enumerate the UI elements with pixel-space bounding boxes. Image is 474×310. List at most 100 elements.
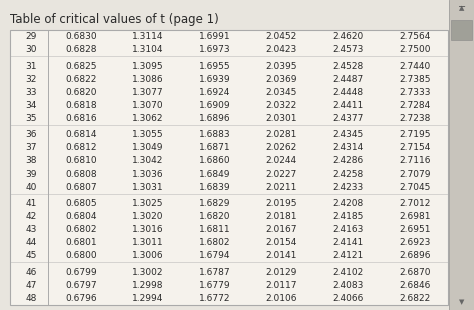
Text: 44: 44 [25, 238, 36, 247]
Text: 1.3006: 1.3006 [132, 251, 164, 260]
Text: 1.6802: 1.6802 [199, 238, 230, 247]
Text: 1.3042: 1.3042 [132, 157, 164, 166]
Text: 2.0301: 2.0301 [265, 114, 297, 123]
Text: 0.6810: 0.6810 [65, 157, 97, 166]
Text: 0.6830: 0.6830 [65, 32, 97, 41]
Text: 2.4487: 2.4487 [332, 75, 364, 84]
Text: 1.3114: 1.3114 [132, 32, 164, 41]
Text: 1.6924: 1.6924 [199, 88, 230, 97]
Text: 2.7333: 2.7333 [399, 88, 430, 97]
Text: 32: 32 [25, 75, 36, 84]
Text: 0.6808: 0.6808 [65, 170, 97, 179]
Text: 2.0452: 2.0452 [266, 32, 297, 41]
Text: 0.6818: 0.6818 [65, 101, 97, 110]
Text: 2.0167: 2.0167 [265, 225, 297, 234]
Text: 1.3086: 1.3086 [132, 75, 164, 84]
Text: 1.2998: 1.2998 [132, 281, 164, 290]
Text: 2.4286: 2.4286 [332, 157, 364, 166]
Text: 1.6939: 1.6939 [199, 75, 230, 84]
Text: 1.3062: 1.3062 [132, 114, 164, 123]
Text: 0.6820: 0.6820 [65, 88, 97, 97]
Text: 1.6883: 1.6883 [199, 131, 230, 140]
Bar [449, 0, 474, 310]
Text: 48: 48 [25, 294, 36, 303]
Text: 43: 43 [25, 225, 36, 234]
Text: 33: 33 [25, 88, 36, 97]
Text: 1.6955: 1.6955 [199, 62, 230, 71]
Text: 0.6797: 0.6797 [65, 281, 97, 290]
Text: 36: 36 [25, 131, 36, 140]
Text: 1.3049: 1.3049 [132, 144, 164, 153]
Text: 2.4163: 2.4163 [332, 225, 364, 234]
Text: 0.6812: 0.6812 [65, 144, 97, 153]
Text: 0.6816: 0.6816 [65, 114, 97, 123]
Text: 2.7564: 2.7564 [399, 32, 430, 41]
Text: 2.4141: 2.4141 [332, 238, 364, 247]
Text: 2.0244: 2.0244 [266, 157, 297, 166]
Text: 2.0262: 2.0262 [266, 144, 297, 153]
Text: 2.7238: 2.7238 [399, 114, 430, 123]
Text: 42: 42 [25, 212, 36, 221]
Text: 2.4233: 2.4233 [332, 183, 364, 192]
Text: 47: 47 [25, 281, 36, 290]
Text: 1.3020: 1.3020 [132, 212, 164, 221]
Text: 40: 40 [25, 183, 36, 192]
Text: 2.4083: 2.4083 [332, 281, 364, 290]
Text: 1.6820: 1.6820 [199, 212, 230, 221]
Text: 2.7154: 2.7154 [399, 144, 430, 153]
Text: 2.7116: 2.7116 [399, 157, 430, 166]
Text: 0.6804: 0.6804 [65, 212, 97, 221]
Text: 0.6801: 0.6801 [65, 238, 97, 247]
Text: 2.4208: 2.4208 [332, 199, 364, 208]
Text: 2.6846: 2.6846 [399, 281, 430, 290]
Text: 29: 29 [25, 32, 36, 41]
Text: 1.6896: 1.6896 [199, 114, 230, 123]
Text: 0.6799: 0.6799 [65, 268, 97, 277]
Text: 1.3031: 1.3031 [132, 183, 164, 192]
Text: 0.6822: 0.6822 [65, 75, 97, 84]
Text: 2.0195: 2.0195 [265, 199, 297, 208]
Text: 1.6779: 1.6779 [199, 281, 230, 290]
Text: 2.6822: 2.6822 [399, 294, 430, 303]
Text: 1.6794: 1.6794 [199, 251, 230, 260]
Text: 2.0117: 2.0117 [265, 281, 297, 290]
Text: 1.6909: 1.6909 [199, 101, 230, 110]
Text: 2.6981: 2.6981 [399, 212, 430, 221]
Text: 2.4411: 2.4411 [332, 101, 364, 110]
Text: ▲: ▲ [459, 5, 464, 11]
Text: 2.0106: 2.0106 [265, 294, 297, 303]
Text: 1.3036: 1.3036 [132, 170, 164, 179]
Text: 1.3077: 1.3077 [132, 88, 164, 97]
Text: 1.3011: 1.3011 [132, 238, 164, 247]
Text: 39: 39 [25, 170, 36, 179]
Bar [10, 30, 448, 305]
Text: 2.0281: 2.0281 [265, 131, 297, 140]
Text: 0.6802: 0.6802 [65, 225, 97, 234]
Text: 41: 41 [25, 199, 36, 208]
Text: 45: 45 [25, 251, 36, 260]
Text: 1.3070: 1.3070 [132, 101, 164, 110]
Text: 2.4448: 2.4448 [332, 88, 364, 97]
Text: 2.0322: 2.0322 [266, 101, 297, 110]
Text: Table of critical values of t (page 1): Table of critical values of t (page 1) [10, 13, 219, 26]
Text: 2.0154: 2.0154 [265, 238, 297, 247]
Text: 1.6839: 1.6839 [199, 183, 230, 192]
Text: 2.0181: 2.0181 [265, 212, 297, 221]
Text: 2.0141: 2.0141 [265, 251, 297, 260]
Text: ▼: ▼ [459, 299, 464, 305]
Text: 2.6896: 2.6896 [399, 251, 430, 260]
Text: 1.6991: 1.6991 [199, 32, 230, 41]
Text: 2.4121: 2.4121 [332, 251, 364, 260]
Text: 2.0423: 2.0423 [266, 45, 297, 54]
Text: 0.6796: 0.6796 [65, 294, 97, 303]
Text: 1.2994: 1.2994 [132, 294, 164, 303]
Text: 2.4528: 2.4528 [332, 62, 364, 71]
Text: 2.6951: 2.6951 [399, 225, 430, 234]
Text: −: − [458, 2, 466, 12]
Text: 2.4185: 2.4185 [332, 212, 364, 221]
Text: 2.0129: 2.0129 [265, 268, 297, 277]
Text: 1.3104: 1.3104 [132, 45, 164, 54]
Text: 1.3002: 1.3002 [132, 268, 164, 277]
Text: 30: 30 [25, 45, 36, 54]
Text: 1.3016: 1.3016 [132, 225, 164, 234]
